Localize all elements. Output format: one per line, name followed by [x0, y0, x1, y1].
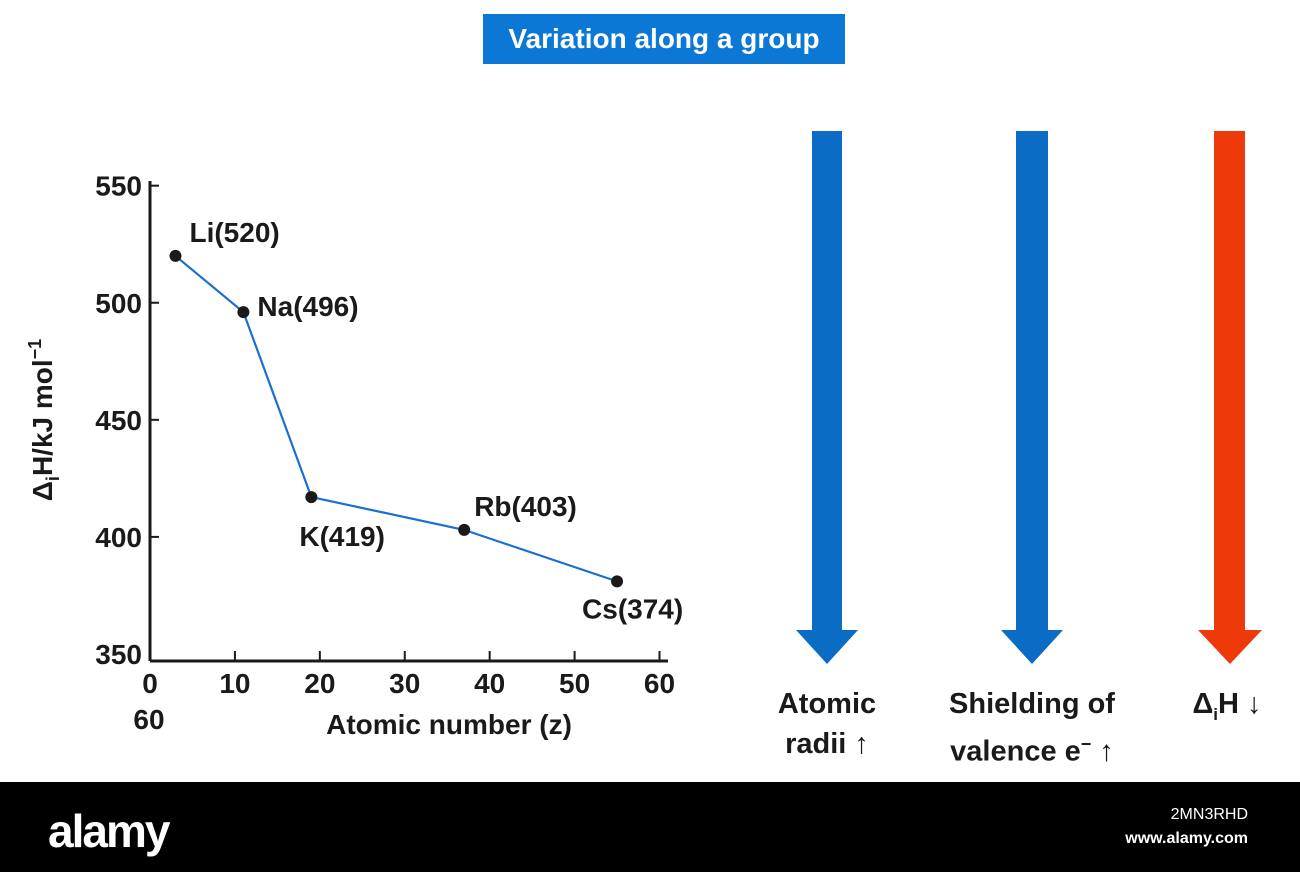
atomic-radii-label: Atomic radii ↑ — [752, 684, 902, 764]
chart-title-banner: Variation along a group — [483, 14, 845, 64]
data-point-3 — [305, 491, 318, 504]
data-label-5: Cs(374) — [582, 593, 683, 624]
shielding-label-line1: Shielding of — [949, 688, 1115, 720]
x-axis-extra-label: 60 — [133, 704, 164, 735]
ionization-enthalpy-label: ΔiH ↓ — [1172, 684, 1282, 735]
y-axis-label-subscript: i — [43, 476, 63, 481]
y-tick-label: 500 — [95, 288, 142, 319]
ionization-label-delta: Δ — [1192, 688, 1214, 720]
increase-arrow-icon: ↑ — [854, 728, 869, 760]
atomic-radii-arrow — [796, 131, 858, 664]
footer-bar: alamy 2MN3RHD www.alamy.com — [0, 782, 1300, 872]
x-tick-label: 10 — [219, 668, 250, 699]
data-point-4 — [458, 523, 471, 536]
shielding-arrow — [1001, 131, 1063, 664]
atomic-radii-label-text: radii — [785, 728, 847, 760]
y-axis-label-delta: Δ — [27, 481, 58, 501]
chart-axes — [148, 181, 668, 663]
ionization-label-subscript: i — [1213, 704, 1219, 724]
y-tick-label: 400 — [95, 522, 142, 553]
x-tick-label: 30 — [389, 668, 420, 699]
x-tick-label: 40 — [474, 668, 505, 699]
alamy-logo: alamy — [48, 805, 170, 857]
data-point-2 — [237, 306, 250, 319]
atomic-radii-label-line2: radii ↑ — [752, 724, 902, 764]
x-tick-label: 50 — [559, 668, 590, 699]
y-axis-label-rest: H/kJ mol — [27, 359, 58, 476]
y-axis-label: ΔiH/kJ mol−1 — [25, 339, 63, 501]
decrease-arrow-icon: ↓ — [1247, 688, 1262, 720]
chart-ticks: 0 10 20 30 40 50 60 550 500 450 400 350 — [95, 171, 675, 699]
shielding-label-text: valence e — [950, 735, 1081, 768]
x-tick-label: 20 — [304, 668, 335, 699]
y-tick-label: 450 — [95, 405, 142, 436]
data-label-3: K(419) — [299, 521, 385, 552]
y-tick-label: 350 — [95, 639, 142, 670]
shielding-label-line2: valence e− ↑ — [922, 724, 1142, 772]
data-point-5 — [611, 575, 624, 588]
trend-arrows — [796, 131, 1262, 664]
data-point-1 — [169, 249, 182, 262]
chart-point-labels: Li(520) Na(496) K(419) Rb(403) Cs(374) — [189, 217, 683, 624]
data-label-1: Li(520) — [189, 217, 279, 248]
y-axis-label-superscript: −1 — [25, 339, 45, 360]
shielding-label-superscript: − — [1080, 734, 1092, 754]
chart: 0 10 20 30 40 50 60 550 500 450 400 350 Li(520) Na(4… — [25, 131, 1262, 740]
image-id: 2MN3RHD — [1170, 806, 1248, 823]
atomic-radii-label-line1: Atomic — [777, 688, 877, 720]
shielding-label: Shielding of valence e− ↑ — [922, 684, 1142, 772]
series-line — [174, 255, 618, 583]
x-tick-label: 60 — [644, 668, 675, 699]
chart-series — [169, 249, 624, 588]
ionization-enthalpy-arrow — [1198, 131, 1262, 664]
site-url: www.alamy.com — [1125, 830, 1248, 847]
x-tick-label: 0 — [142, 668, 158, 699]
increase-arrow-icon: ↑ — [1099, 735, 1114, 768]
data-label-4: Rb(403) — [474, 491, 577, 522]
data-label-2: Na(496) — [257, 291, 358, 322]
chart-title: Variation along a group — [508, 23, 820, 54]
y-tick-label: 550 — [95, 171, 142, 202]
ionization-label-rest: H — [1218, 688, 1239, 720]
x-axis-label: Atomic number (z) — [326, 709, 572, 740]
